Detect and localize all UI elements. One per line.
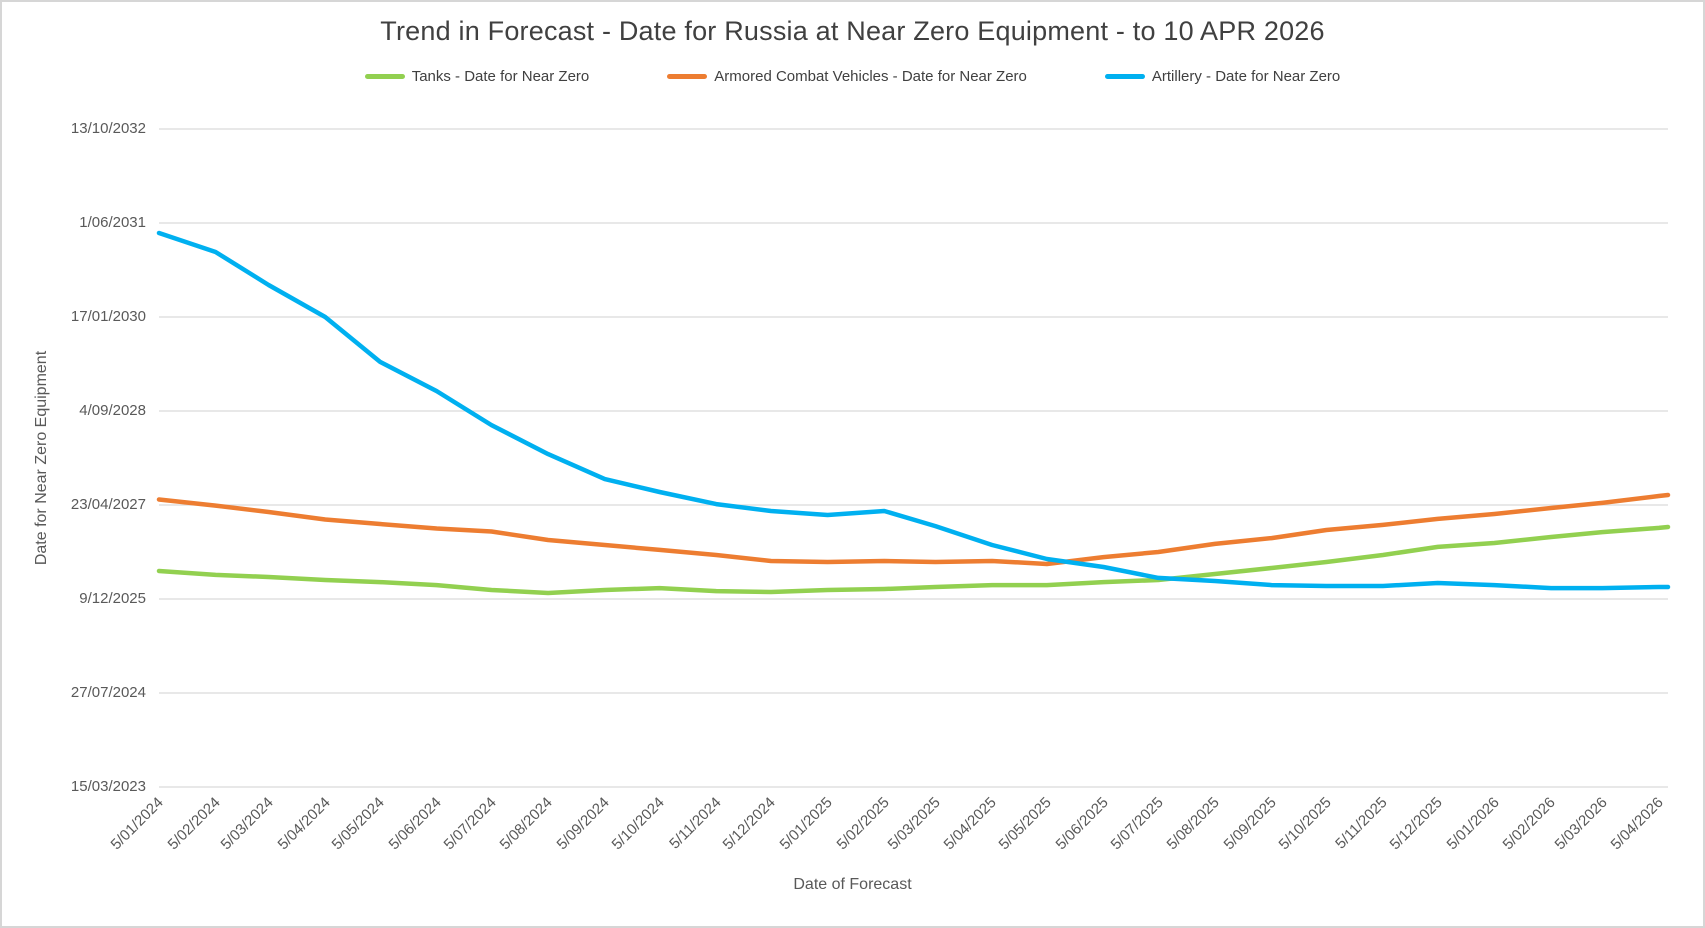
y-tick-label: 4/09/2028 [79, 402, 146, 419]
legend-swatch-tanks-icon [364, 74, 405, 79]
x-axis-title: Date of Forecast [793, 876, 912, 893]
y-tick-label: 13/10/2032 [70, 120, 146, 137]
legend-label-acv: Armored Combat Vehicles - Date for Near … [714, 68, 1027, 85]
y-tick-label: 17/01/2030 [70, 308, 146, 325]
legend-item-artillery: Artillery - Date for Near Zero [1104, 68, 1341, 85]
series-line-acv [156, 492, 1671, 567]
series-line-tanks [156, 524, 1671, 596]
legend-item-acv: Armored Combat Vehicles - Date for Near … [667, 68, 1027, 85]
y-tick-label: 1/06/2031 [79, 214, 146, 231]
y-tick-label: 15/03/2023 [70, 778, 146, 795]
legend-item-tanks: Tanks - Date for Near Zero [364, 68, 590, 85]
legend-swatch-artillery-icon [1104, 74, 1145, 79]
chart-title: Trend in Forecast - Date for Russia at N… [380, 16, 1325, 46]
chart-legend: Tanks - Date for Near Zero Armored Comba… [2, 68, 1703, 85]
legend-swatch-acv-icon [667, 74, 708, 79]
y-axis-title: Date for Near Zero Equipment [33, 350, 50, 566]
y-tick-label: 9/12/2025 [79, 590, 146, 607]
y-tick-label: 23/04/2027 [70, 496, 146, 513]
legend-label-tanks: Tanks - Date for Near Zero [411, 68, 590, 85]
series-line-artillery [156, 230, 1671, 591]
y-tick-label: 27/07/2024 [70, 684, 146, 701]
legend-label-artillery: Artillery - Date for Near Zero [1151, 68, 1341, 85]
